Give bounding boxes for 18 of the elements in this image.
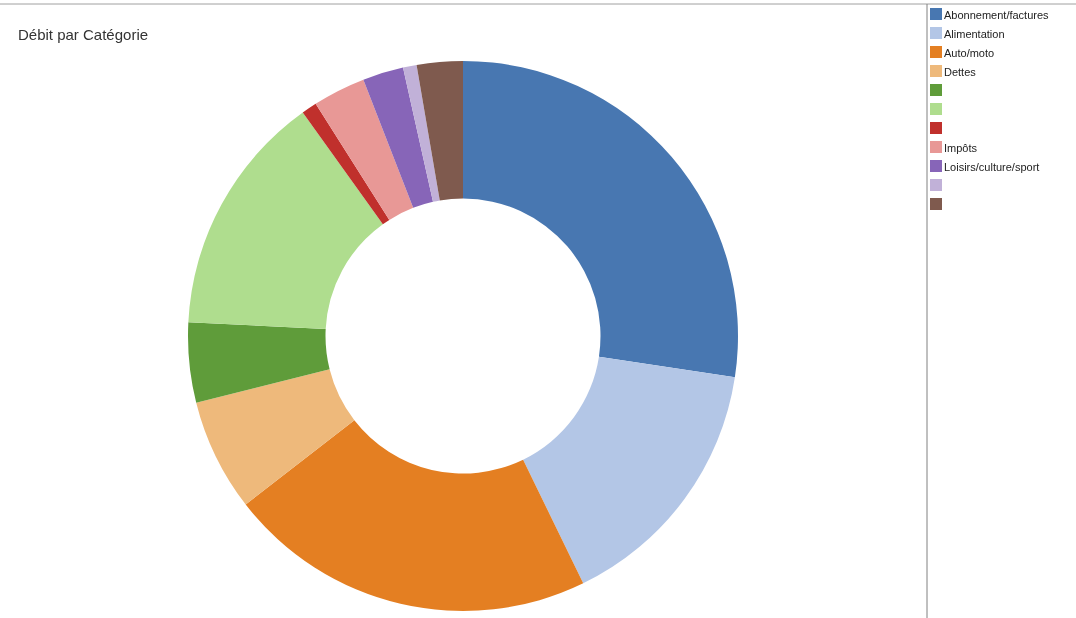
text: Débit par Catégorie (18, 26, 149, 43)
donut-slice (363, 67, 434, 208)
donut-slice (188, 112, 383, 330)
donut-slice (188, 322, 330, 403)
legend-label: Auto/moto (944, 46, 995, 59)
donut-slice (403, 64, 440, 202)
donut-slice (302, 103, 390, 225)
donut-slice (523, 356, 735, 584)
legend-label: Impôts (944, 141, 978, 154)
donut-slice (315, 79, 414, 220)
donut-slice (196, 369, 355, 505)
legend-label: Alimentation (944, 27, 1005, 40)
legend-label: Abonnement/factures (944, 8, 1050, 21)
legend-label: Dettes (944, 65, 977, 78)
donut-slice (416, 61, 463, 201)
donut-slice (245, 420, 584, 611)
donut-slice (463, 61, 738, 378)
legend-label: Loisirs/culture/sport (944, 160, 1040, 173)
